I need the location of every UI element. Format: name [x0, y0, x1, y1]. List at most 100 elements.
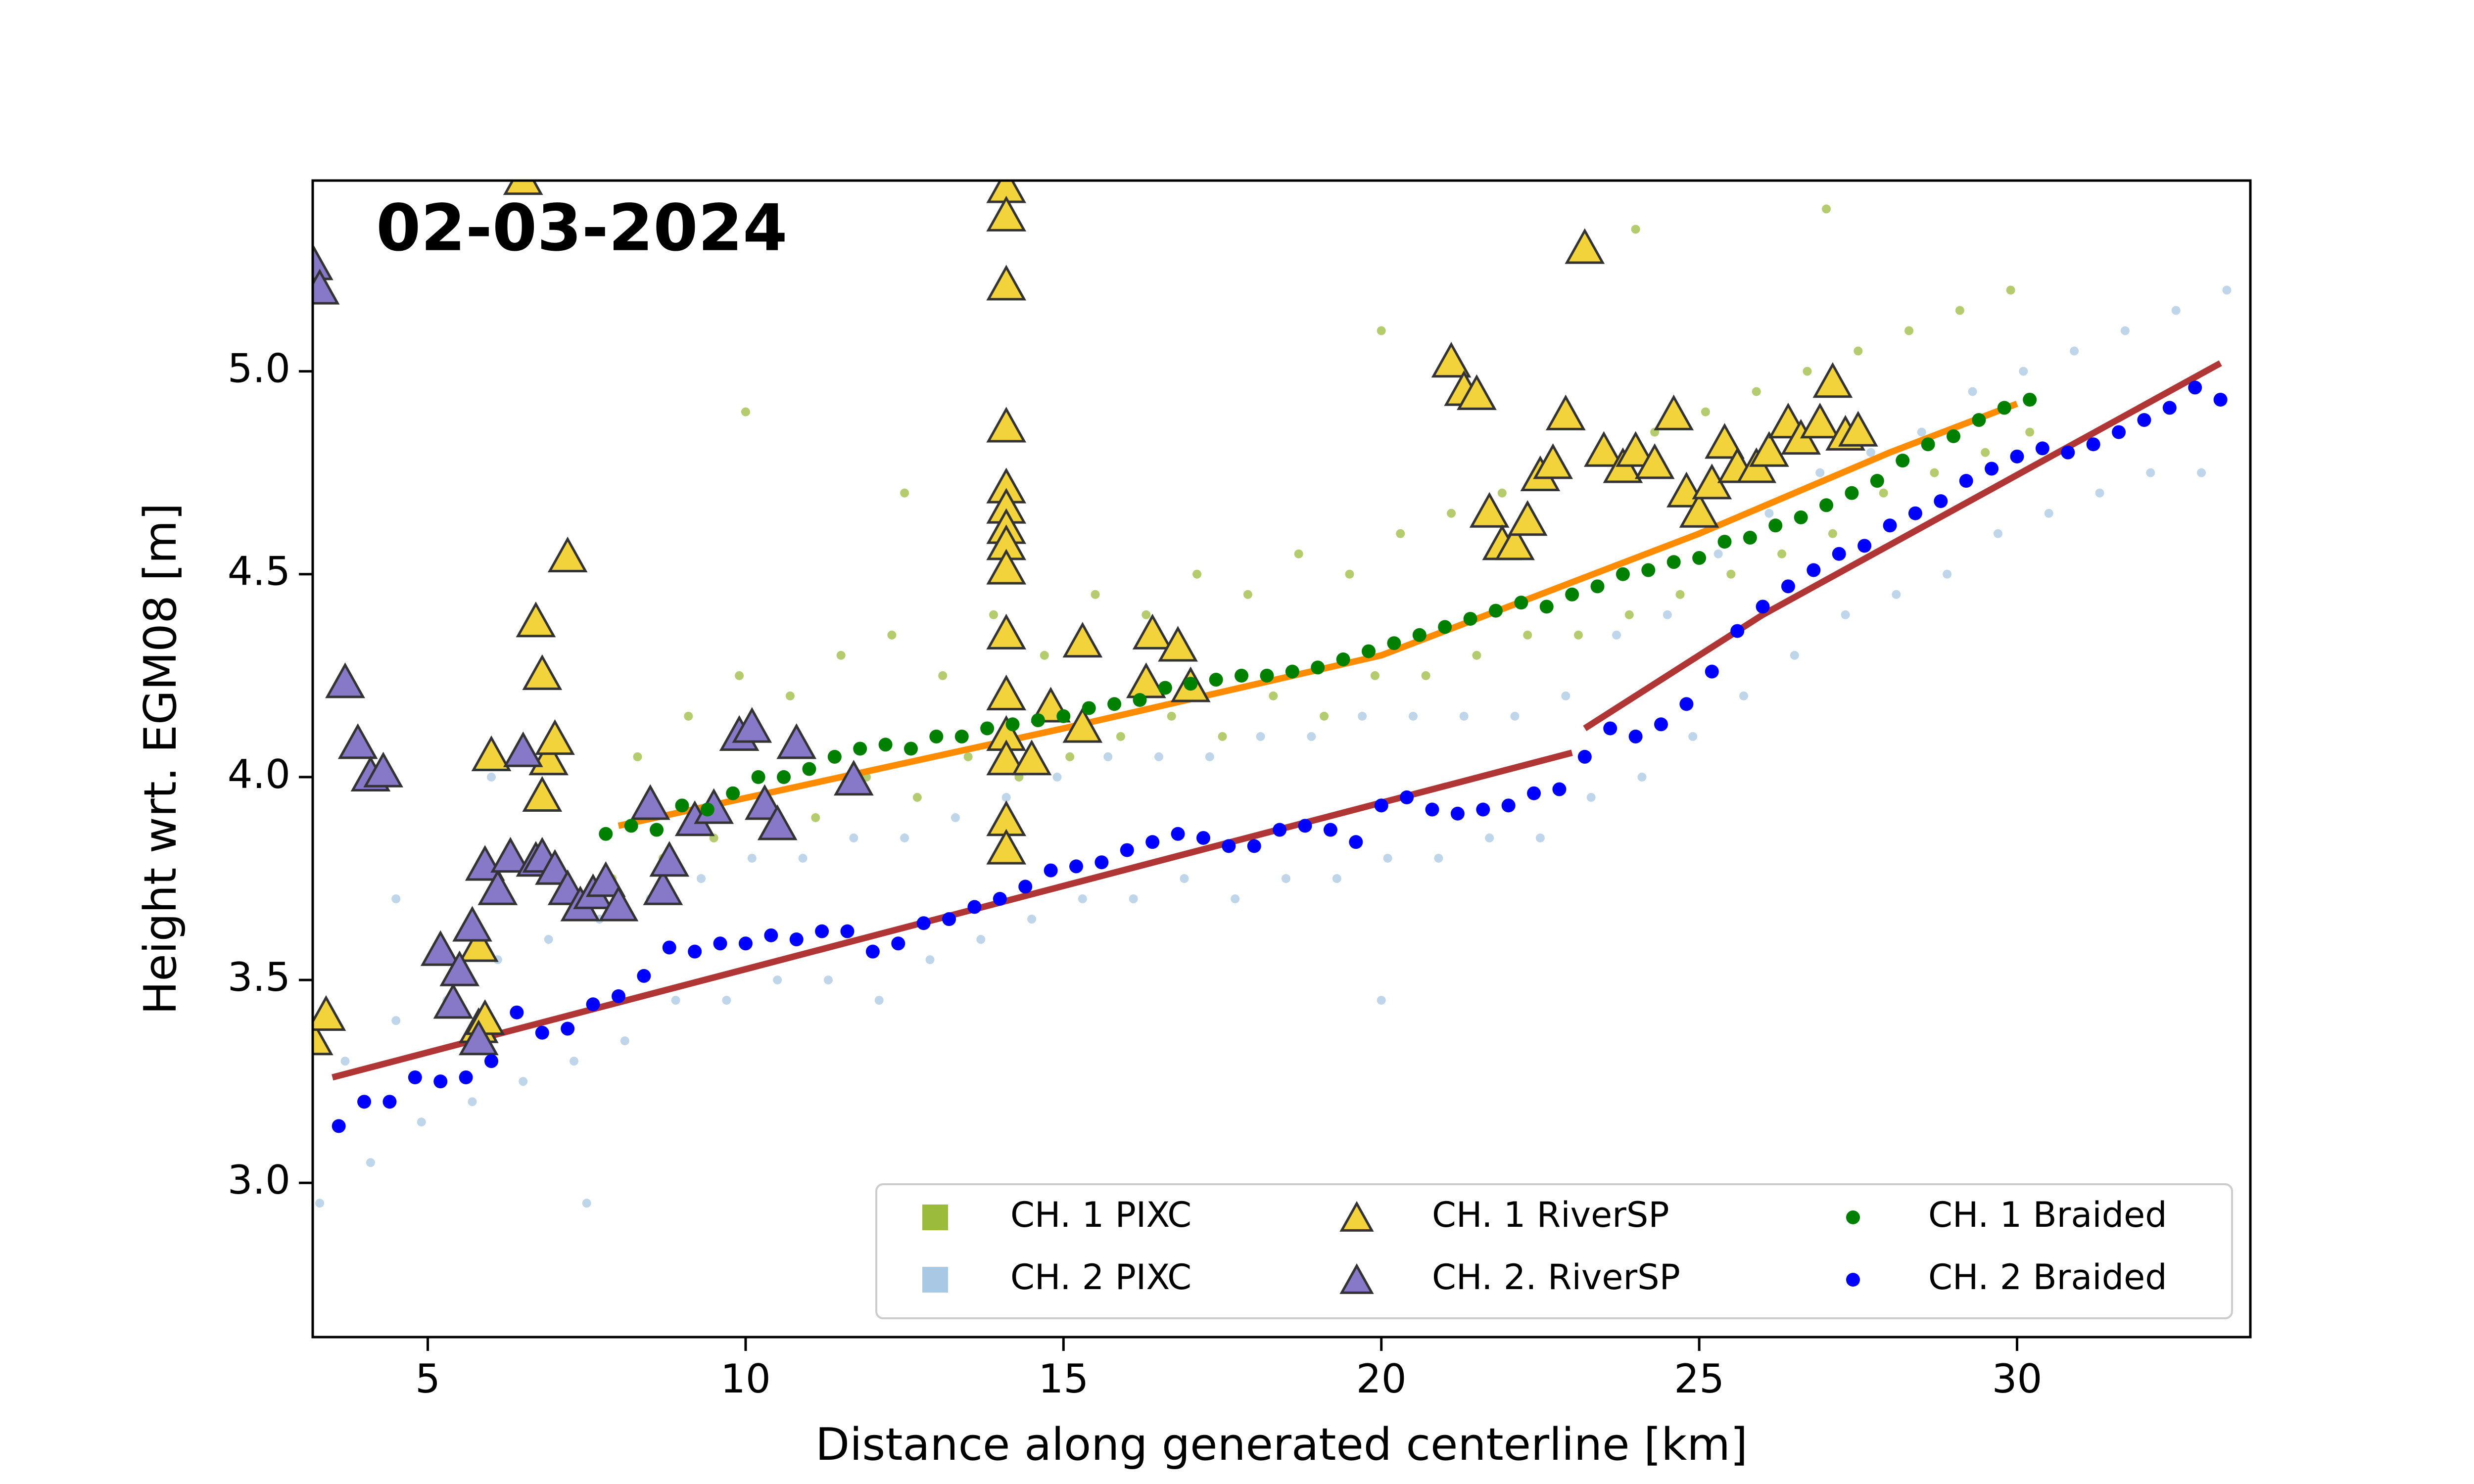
pixc-point — [366, 1158, 375, 1167]
pixc-point — [1218, 732, 1227, 741]
riversp-marker — [1431, 342, 1472, 378]
pixc-point — [582, 1199, 591, 1208]
braided-point — [382, 1095, 397, 1109]
riversp-marker — [986, 829, 1027, 865]
pixc-point — [2171, 306, 2181, 315]
braided-point — [1298, 819, 1312, 833]
braided-point — [1501, 798, 1516, 813]
riversp-marker — [1679, 492, 1719, 528]
pixc-point — [836, 650, 846, 660]
braided-point — [1476, 802, 1490, 817]
braided-point — [1616, 567, 1630, 581]
riversp-marker — [1457, 374, 1497, 410]
riversp-marker — [1565, 228, 1605, 264]
legend-label: CH. 1 Braided — [1928, 1195, 2167, 1235]
pixc-point — [1535, 833, 1545, 842]
braided-point — [1552, 782, 1567, 796]
braided-point — [815, 924, 829, 938]
x-tick-label: 25 — [1674, 1356, 1724, 1402]
braided-point — [1794, 510, 1808, 524]
x-axis-label: Distance along generated centerline [km] — [815, 1419, 1748, 1471]
pixc-point — [2025, 427, 2035, 437]
braided-point — [1577, 749, 1592, 764]
braided-point — [1222, 839, 1236, 853]
x-tick-label: 20 — [1356, 1356, 1407, 1402]
pixc-point — [468, 1097, 477, 1107]
axes-frame — [311, 179, 2252, 1339]
pixc-point — [1866, 448, 1875, 457]
braided-point — [1705, 664, 1719, 679]
braided-point — [586, 997, 600, 1012]
braided-point — [1056, 709, 1071, 723]
braided-point — [2010, 449, 2024, 464]
braided-point — [357, 1095, 372, 1109]
pixc-point — [874, 996, 884, 1005]
legend-frame — [875, 1183, 2233, 1319]
braided-point — [484, 1054, 499, 1068]
riversp-marker — [598, 885, 639, 922]
y-tick-label: 4.5 — [228, 549, 290, 595]
pixc-point — [1377, 996, 1386, 1005]
braided-point — [1094, 855, 1109, 870]
riversp-marker — [757, 804, 798, 840]
pixc-point — [722, 996, 731, 1005]
riversp-marker — [503, 731, 543, 767]
riversp-marker — [1062, 707, 1103, 743]
pixc-point — [544, 935, 553, 944]
pixc-point — [1065, 752, 1075, 761]
braided-point — [942, 912, 956, 927]
legend-marker — [1339, 1201, 1374, 1232]
braided-point — [1565, 587, 1579, 602]
riversp-marker — [1132, 613, 1173, 649]
braided-point — [1209, 673, 1223, 687]
braided-point — [1539, 600, 1554, 614]
pixc-point — [1803, 367, 1812, 376]
pixc-point — [633, 752, 642, 761]
riversp-marker — [1533, 443, 1573, 479]
pixc-point — [1790, 650, 1799, 660]
braided-point — [561, 1021, 575, 1036]
riversp-marker — [535, 719, 575, 755]
braided-point — [1832, 547, 1846, 561]
braided-point — [1717, 535, 1732, 549]
pixc-point — [1485, 833, 1494, 842]
braided-point — [1374, 798, 1388, 813]
braided-point — [1400, 790, 1414, 804]
riversp-marker — [535, 849, 575, 885]
riversp-marker — [490, 836, 530, 873]
braided-point — [993, 892, 1007, 906]
braided-point — [1107, 697, 1122, 711]
pixc-point — [1142, 610, 1151, 619]
braided-point — [1628, 729, 1643, 743]
braided-point — [1184, 677, 1198, 691]
braided-point — [1005, 717, 1020, 732]
braided-point — [1463, 611, 1477, 626]
braided-point — [1273, 823, 1287, 837]
pixc-point — [2222, 285, 2232, 295]
pixc-point — [951, 813, 960, 822]
braided-point — [2061, 445, 2075, 460]
braided-point — [2137, 413, 2151, 427]
pixc-point — [735, 671, 744, 680]
braided-point — [1171, 827, 1185, 841]
riversp-marker — [986, 195, 1027, 232]
pixc-point — [1713, 549, 1723, 558]
braided-point — [1819, 498, 1834, 512]
pixc-point — [1854, 346, 1863, 356]
pixc-point — [1828, 529, 1837, 538]
pixc-point — [1777, 549, 1787, 558]
riversp-marker — [503, 181, 543, 195]
pixc-point — [1256, 732, 1265, 741]
braided-point — [332, 1119, 346, 1133]
riversp-marker — [986, 613, 1027, 649]
riversp-marker — [1634, 443, 1675, 479]
riversp-marker — [337, 723, 378, 759]
braided-point — [1896, 454, 1910, 468]
pixc-point — [1192, 569, 1202, 579]
pixc-point — [1968, 387, 1977, 396]
pixc-point — [1001, 792, 1011, 802]
braided-point — [2035, 441, 2049, 456]
pixc-point — [1752, 387, 1761, 396]
riversp-marker — [585, 861, 626, 897]
